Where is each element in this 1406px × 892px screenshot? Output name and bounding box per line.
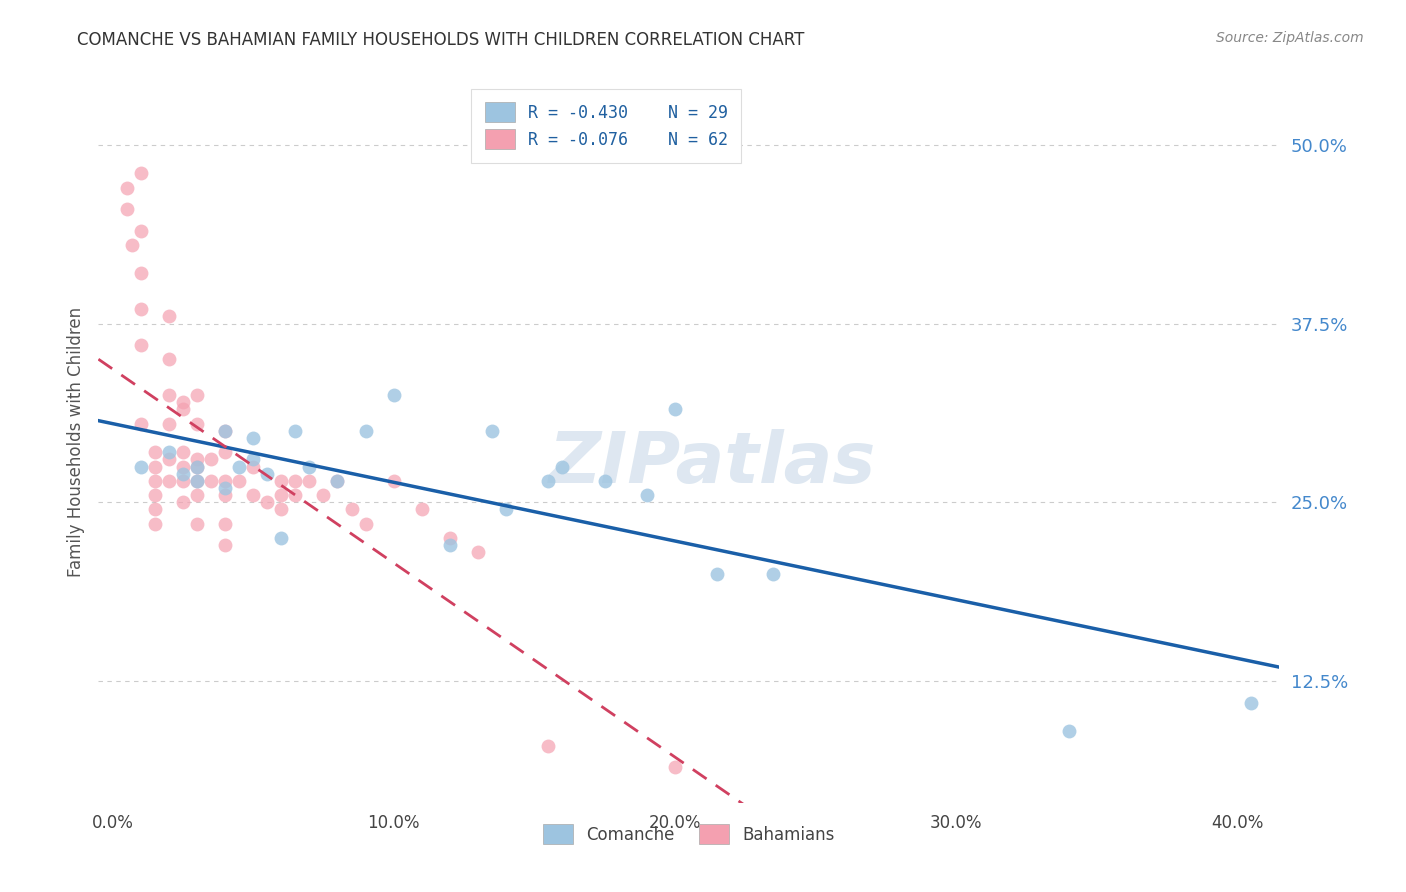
Point [298, 474, 321, 488]
Point [186, 474, 208, 488]
Point [115, 180, 138, 194]
Point [214, 424, 236, 438]
Point [467, 545, 489, 559]
Point [537, 739, 560, 753]
Point [143, 502, 166, 516]
Y-axis label: Family Households with Children: Family Households with Children [66, 307, 84, 576]
Point [664, 760, 686, 774]
Point [664, 402, 686, 417]
Point [186, 388, 208, 402]
Point [143, 516, 166, 531]
Point [706, 566, 728, 581]
Point [214, 445, 236, 459]
Point [115, 202, 138, 216]
Point [186, 459, 208, 474]
Point [326, 474, 349, 488]
Point [762, 566, 785, 581]
Point [129, 417, 152, 431]
Point [270, 531, 292, 545]
Point [214, 538, 236, 552]
Point [1057, 724, 1080, 739]
Point [242, 431, 264, 445]
Point [214, 474, 236, 488]
Point [129, 459, 152, 474]
Point [172, 459, 194, 474]
Point [186, 474, 208, 488]
Point [354, 424, 377, 438]
Point [495, 502, 517, 516]
Point [172, 445, 194, 459]
Point [298, 459, 321, 474]
Point [256, 495, 278, 509]
Point [270, 502, 292, 516]
Point [129, 302, 152, 317]
Point [1240, 696, 1263, 710]
Point [439, 538, 461, 552]
Point [326, 474, 349, 488]
Point [157, 388, 180, 402]
Point [256, 467, 278, 481]
Point [242, 459, 264, 474]
Point [129, 338, 152, 352]
Point [121, 237, 143, 252]
Point [186, 459, 208, 474]
Point [228, 459, 250, 474]
Point [143, 474, 166, 488]
Point [200, 474, 222, 488]
Point [129, 223, 152, 237]
Point [129, 166, 152, 180]
Point [186, 488, 208, 502]
Text: ZIPatlas: ZIPatlas [548, 429, 876, 498]
Point [172, 402, 194, 417]
Point [312, 488, 335, 502]
Point [270, 474, 292, 488]
Point [284, 474, 307, 488]
Point [157, 445, 180, 459]
Point [157, 474, 180, 488]
Text: COMANCHE VS BAHAMIAN FAMILY HOUSEHOLDS WITH CHILDREN CORRELATION CHART: COMANCHE VS BAHAMIAN FAMILY HOUSEHOLDS W… [77, 31, 804, 49]
Point [551, 459, 574, 474]
Point [143, 445, 166, 459]
Point [537, 474, 560, 488]
Legend: Comanche, Bahamians: Comanche, Bahamians [531, 813, 846, 856]
Text: Source: ZipAtlas.com: Source: ZipAtlas.com [1216, 31, 1364, 45]
Point [157, 417, 180, 431]
Point [382, 388, 405, 402]
Point [186, 452, 208, 467]
Point [270, 488, 292, 502]
Point [284, 424, 307, 438]
Point [214, 424, 236, 438]
Point [593, 474, 616, 488]
Point [186, 417, 208, 431]
Point [382, 474, 405, 488]
Point [439, 531, 461, 545]
Point [157, 310, 180, 324]
Point [340, 502, 363, 516]
Point [172, 495, 194, 509]
Point [228, 474, 250, 488]
Point [172, 467, 194, 481]
Point [129, 267, 152, 281]
Point [143, 488, 166, 502]
Point [200, 452, 222, 467]
Point [172, 474, 194, 488]
Point [242, 488, 264, 502]
Point [214, 516, 236, 531]
Point [214, 481, 236, 495]
Point [157, 452, 180, 467]
Point [481, 424, 503, 438]
Point [214, 488, 236, 502]
Point [411, 502, 433, 516]
Point [284, 488, 307, 502]
Point [172, 395, 194, 409]
Point [636, 488, 658, 502]
Point [242, 452, 264, 467]
Point [157, 352, 180, 367]
Point [186, 516, 208, 531]
Point [143, 459, 166, 474]
Point [354, 516, 377, 531]
